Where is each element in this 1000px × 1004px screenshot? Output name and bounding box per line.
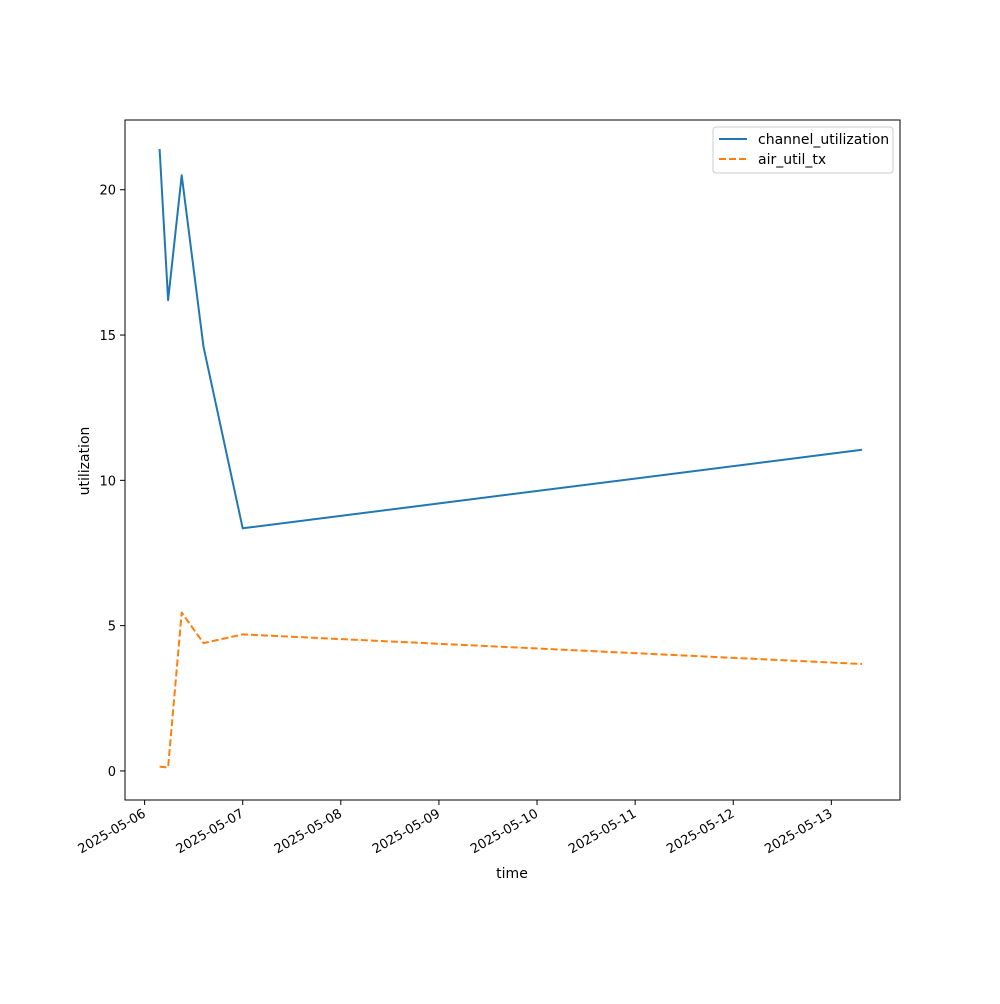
series-line-channel-utilization [158,149,863,530]
x-tick-label: 2025-05-07 [174,806,247,857]
y-axis-label: utilization [77,427,93,496]
x-tick-label: 2025-05-09 [370,806,443,857]
x-tick-label: 2025-05-12 [664,806,737,857]
x-tick-label: 2025-05-11 [566,806,639,857]
y-tick-label: 20 [99,184,116,199]
x-tick-label: 2025-05-10 [468,806,541,857]
y-tick-label: 0 [108,765,116,780]
legend-label-channel-utilization: channel_utilization [758,132,889,148]
series-layer [158,149,863,769]
legend: channel_utilization air_util_tx [712,126,894,174]
y-axis: 0 5 10 15 20 [99,184,125,780]
legend-label-air-util-tx: air_util_tx [758,152,826,168]
x-tick-label: 2025-05-08 [272,806,345,857]
y-tick-label: 15 [99,329,116,344]
y-tick-label: 5 [108,620,116,635]
series-line-air-util-tx [159,611,863,769]
legend-frame [712,126,894,174]
x-axis-label: time [496,866,528,882]
plot-area [125,120,900,800]
x-tick-label: 2025-05-13 [762,806,835,857]
y-tick-label: 10 [99,474,116,489]
x-axis: 2025-05-06 2025-05-07 2025-05-08 2025-05-09… [76,800,835,857]
plot-frame [124,119,901,801]
x-tick-label: 2025-05-06 [76,806,149,857]
